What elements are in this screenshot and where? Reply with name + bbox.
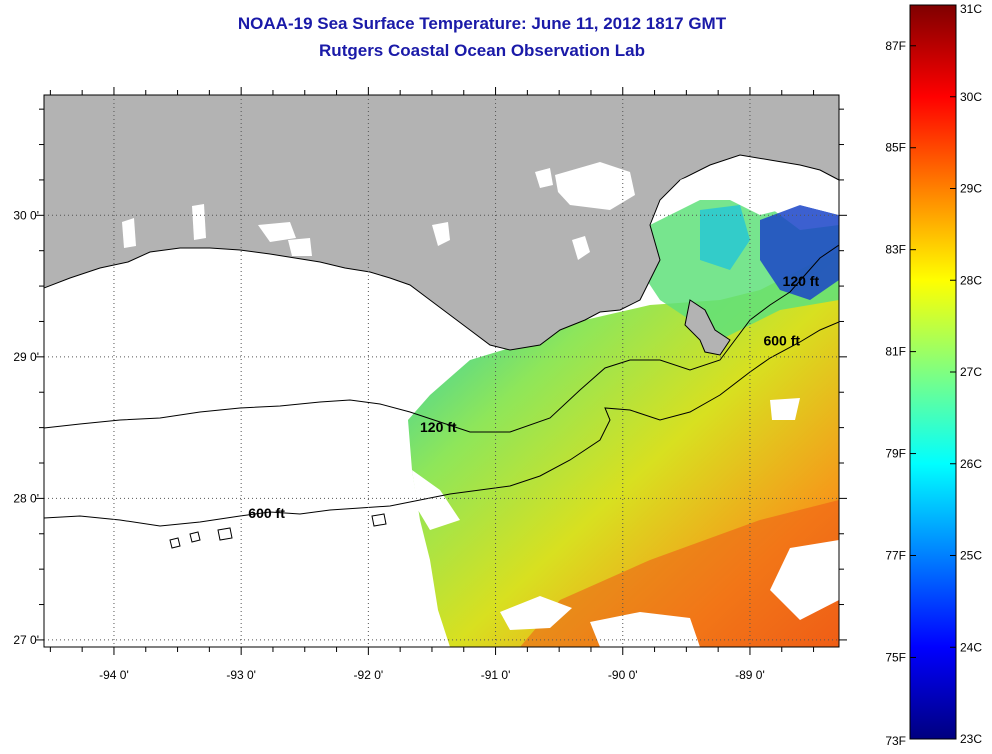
lake-6 [288,238,312,256]
coastal-cloud [680,160,839,215]
lake-1 [555,162,635,210]
contour-label: 600 ft [763,333,800,349]
sst-warm-patch [520,500,839,647]
lon-tick-label: -94 0' [99,668,129,682]
lat-tick-label: 30 0' [13,208,39,222]
contour-islands [169,513,387,549]
map-border [43,94,840,648]
colorbar-c-label: 26C [960,457,982,471]
lake-2 [535,168,553,188]
cloud-gap-5 [770,398,800,420]
colorbar-f-label: 87F [885,39,906,53]
colorbar-f-label: 83F [885,243,906,257]
cloud-gap-2 [590,612,700,647]
map-ticks: -94 0' -93 0' -92 0' -91 0' -90 0' -89 0' 30 0… [13,87,847,682]
colorbar-c-label: 27C [960,365,982,379]
land-mass [44,95,839,351]
lake-5 [258,222,296,242]
colorbar-f-label: 81F [885,345,906,359]
colorbar-c-label: 25C [960,549,982,563]
contour-label: 120 ft [420,419,457,435]
mississippi-delta [684,299,731,356]
cloud-gap-4 [412,470,460,530]
colorbar-f-label: 75F [885,650,906,664]
lon-tick-label: -93 0' [226,668,256,682]
colorbar-ticks: 23C 24C 25C 26C 27C 28C 29C 30C 31C 73F 75F 77F 79F 8… [885,2,982,748]
colorbar [909,4,957,740]
colorbar-c-label: 30C [960,90,982,104]
sst-cold-patch [760,205,839,300]
lon-tick-label: -90 0' [608,668,638,682]
lake-3 [572,236,590,260]
colorbar-c-label: 28C [960,273,982,287]
colorbar-f-label: 73F [885,734,906,748]
contour-label: 120 ft [783,273,820,289]
sst-cyan-patch [700,205,750,270]
colorbar-f-label: 77F [885,549,906,563]
lat-tick-label: 28 0' [13,491,39,505]
lake-8 [122,218,136,248]
contour-label: 600 ft [248,505,285,521]
contour-120ft [44,244,839,433]
graticule [44,95,839,647]
map-title: NOAA-19 Sea Surface Temperature: June 11… [237,14,727,33]
colorbar-c-label: 29C [960,182,982,196]
lon-tick-label: -92 0' [354,668,384,682]
contour-labels: 120 ft 600 ft 600 ft 120 ft [248,273,819,521]
colorbar-f-label: 85F [885,141,906,155]
cloud-gap-1 [500,596,572,630]
colorbar-c-label: 23C [960,732,982,746]
cloud-gap-3 [770,540,839,620]
lake-7 [192,204,206,240]
colorbar-c-label: 24C [960,640,982,654]
contour-600ft [44,321,839,527]
lake-4 [432,222,450,246]
lat-tick-label: 27 0' [13,633,39,647]
lat-tick-label: 29 0' [13,350,39,364]
map-subtitle: Rutgers Coastal Ocean Observation Lab [319,41,645,60]
lon-tick-label: -89 0' [735,668,765,682]
colorbar-c-label: 31C [960,2,982,16]
lon-tick-label: -91 0' [481,668,511,682]
colorbar-f-label: 79F [885,447,906,461]
